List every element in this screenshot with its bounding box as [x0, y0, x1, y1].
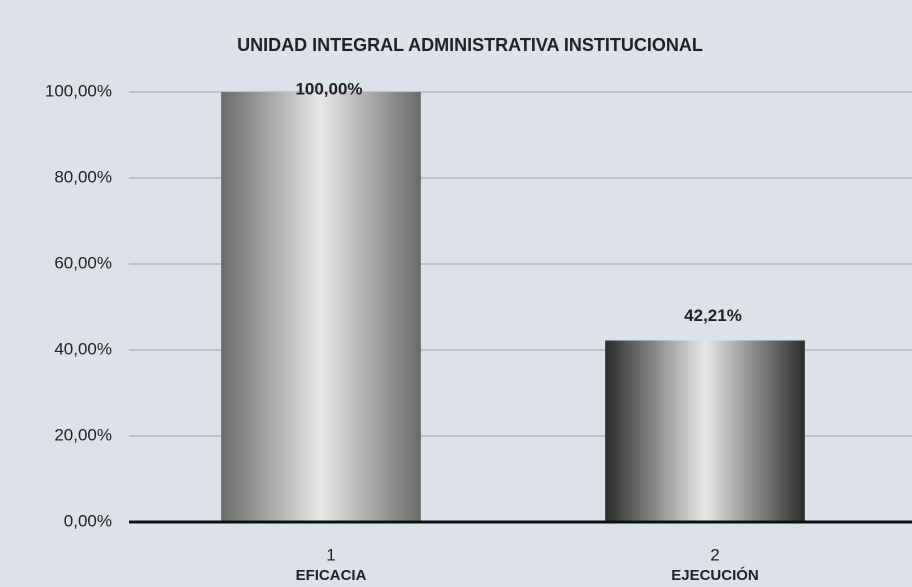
- x-tick-label: 1: [326, 545, 335, 564]
- y-tick-label: 20,00%: [54, 425, 112, 444]
- y-tick-label: 60,00%: [54, 253, 112, 272]
- value-label: 100,00%: [295, 79, 362, 98]
- x-category-name: EJECUCIÓN: [671, 566, 759, 584]
- y-tick-label: 100,00%: [45, 81, 112, 100]
- y-tick-label: 0,00%: [64, 511, 112, 530]
- bar: [221, 92, 421, 522]
- chart-title: UNIDAD INTEGRAL ADMINISTRATIVA INSTITUCI…: [237, 35, 703, 55]
- bar: [605, 340, 805, 522]
- y-tick-label: 80,00%: [54, 167, 112, 186]
- value-label: 42,21%: [684, 306, 742, 325]
- x-tick-label: 2: [710, 545, 719, 564]
- y-tick-label: 40,00%: [54, 339, 112, 358]
- x-category-name: EFICACIA: [296, 567, 367, 584]
